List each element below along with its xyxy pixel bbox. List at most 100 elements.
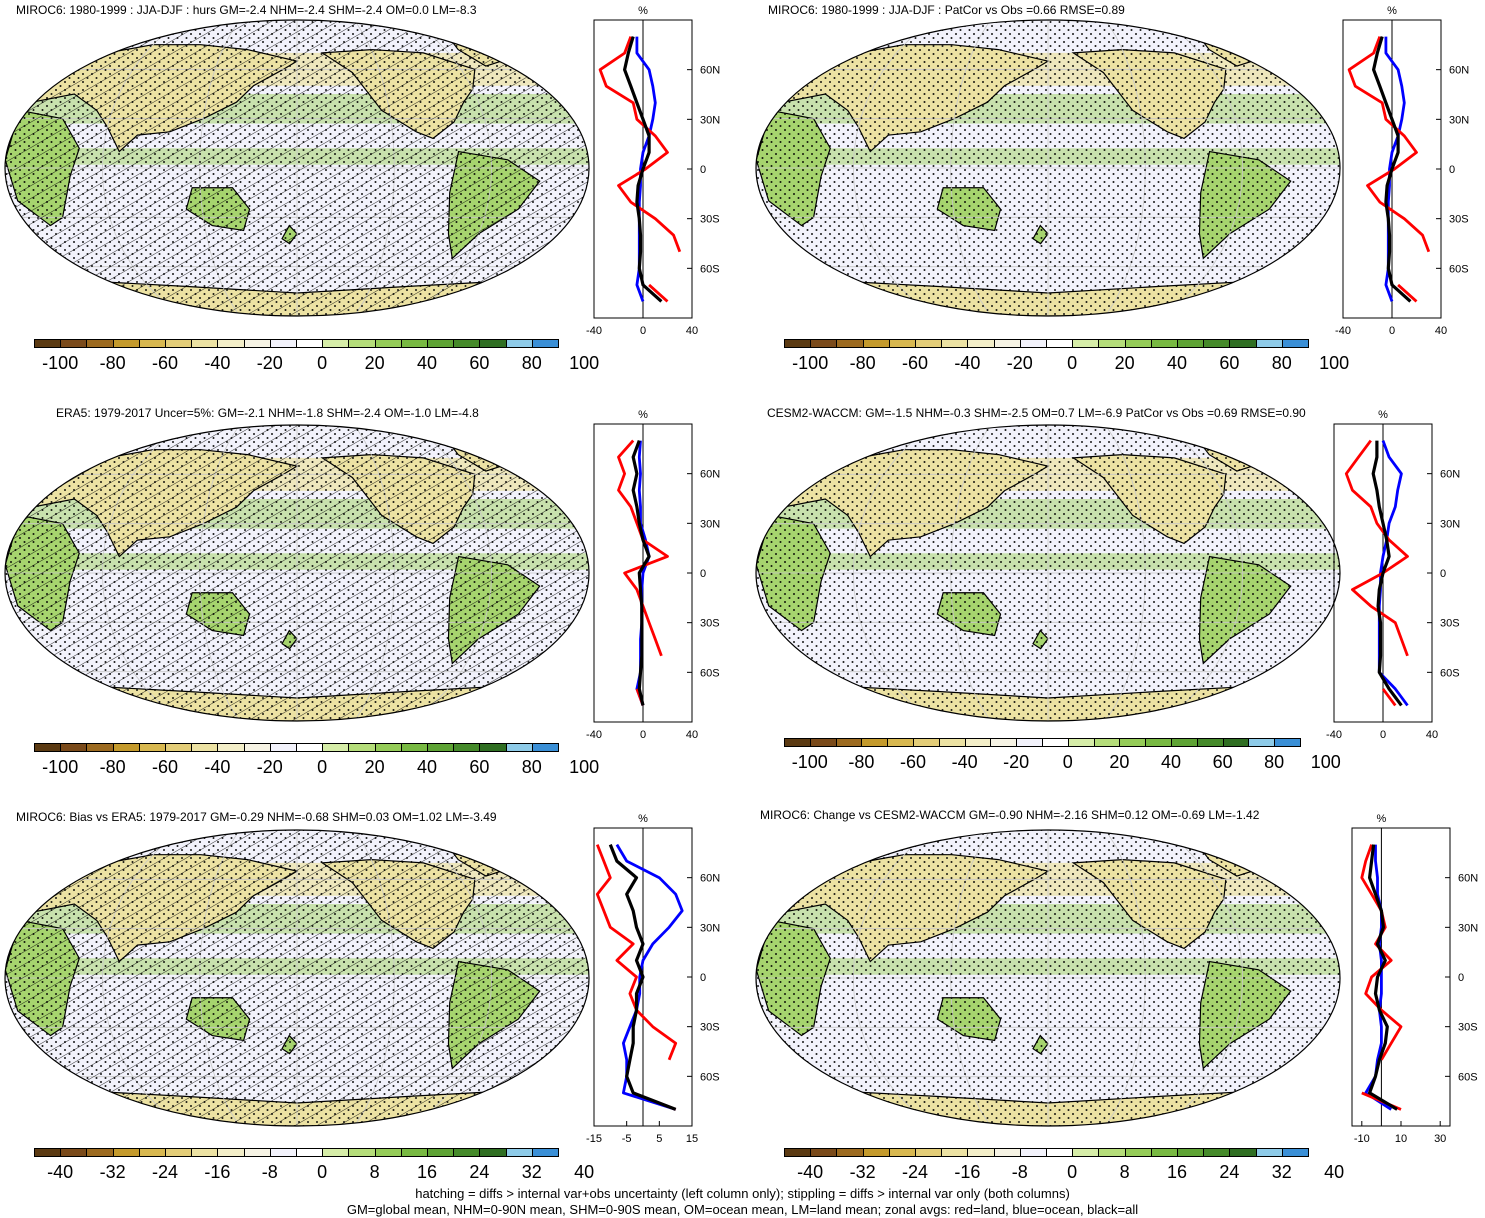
x-tick-label: -40 (586, 325, 602, 337)
colorbar-label: -80 (99, 353, 126, 373)
colorbar-label: 32 (521, 1162, 542, 1182)
colorbar-label: 40 (1166, 353, 1188, 373)
colorbar-label: -60 (151, 757, 179, 777)
y-tick-label: 0 (1458, 972, 1464, 984)
colorbar-swatch (1098, 1148, 1126, 1157)
y-tick-label: 30S (1449, 214, 1469, 226)
colorbar-swatch (1072, 1148, 1100, 1157)
colorbar-label: -40 (204, 757, 231, 777)
colorbar-label: 100 (569, 353, 600, 373)
colorbar-swatch (1281, 339, 1309, 348)
hatching (5, 425, 589, 721)
colorbar-swatch (531, 743, 559, 752)
colorbar-label: 0 (1067, 353, 1078, 373)
colorbar-label: 100 (1310, 752, 1341, 772)
stippling (756, 830, 1340, 1126)
colorbar-swatch (531, 339, 559, 348)
colorbar-label: 0 (317, 1162, 328, 1182)
colorbar-label: 20 (364, 757, 385, 777)
colorbar-label: 60 (469, 757, 490, 777)
colorbar: -100 -80 -60 -40 -20 0 20 40 60 80 100 (784, 339, 1349, 379)
colorbar-label: -8 (1011, 1162, 1028, 1182)
zonal-line-land (598, 36, 682, 303)
colorbar-label: 20 (364, 353, 385, 373)
colorbar-label: -40 (47, 1162, 74, 1182)
y-tick-label: 60N (700, 873, 720, 885)
panel-title: ERA5: 1979-2017 Uncer=5%: GM=-2.1 NHM=-1… (56, 406, 479, 420)
colorbar-label: 80 (521, 353, 542, 373)
colorbar-label: 16 (1166, 1162, 1188, 1182)
colorbar-swatch (784, 1148, 812, 1157)
panel-title: MIROC6: 1980-1999 : JJA-DJF : hurs GM=-2… (16, 3, 477, 17)
x-tick-label: 5 (656, 1133, 662, 1145)
colorbar-swatch (915, 1148, 943, 1157)
y-tick-label: 60S (1440, 667, 1460, 679)
y-tick-label: 60N (700, 469, 720, 481)
y-tick-label: 60S (1449, 263, 1469, 275)
colorbar-label: -16 (204, 1162, 231, 1182)
y-tick-label: 0 (700, 568, 706, 580)
colorbar-label: -60 (151, 353, 179, 373)
map-border (755, 424, 1341, 722)
colorbar-label: 40 (574, 1162, 595, 1182)
colorbar-swatch (836, 1148, 864, 1157)
unit-label: % (1387, 5, 1397, 17)
panel-title: MIROC6: Bias vs ERA5: 1979-2017 GM=-0.29… (16, 810, 497, 824)
colorbar-swatch (1019, 1148, 1047, 1157)
hatching (5, 20, 589, 316)
zonal-line-all (1372, 36, 1412, 303)
colorbar-swatch (1255, 1148, 1283, 1157)
colorbar-label: 40 (1324, 1162, 1345, 1182)
x-tick-label: -15 (586, 1133, 602, 1145)
colorbar-swatch (1150, 1148, 1178, 1157)
y-tick-label: 60S (700, 667, 720, 679)
colorbar-label: -80 (849, 353, 876, 373)
y-tick-label: 30S (700, 214, 720, 226)
panel-title: CESM2-WACCM: GM=-1.5 NHM=-0.3 SHM=-2.5 O… (767, 406, 1306, 420)
zonal-line-all (1368, 844, 1398, 1111)
colorbar-label: 0 (317, 757, 328, 777)
zonal-line-all (1371, 440, 1403, 707)
unit-label: % (638, 813, 648, 825)
colorbar-label: 8 (369, 1162, 380, 1182)
colorbar-label: 40 (416, 353, 438, 373)
y-tick-label: 0 (700, 164, 706, 176)
y-tick-label: 60N (1458, 873, 1478, 885)
colorbar-label: -100 (42, 353, 79, 373)
y-tick-label: 30N (700, 114, 720, 126)
x-tick-label: 40 (1426, 729, 1438, 741)
colorbar-swatch (993, 1148, 1021, 1157)
colorbar-label: 0 (317, 353, 328, 373)
colorbar-swatch (531, 1148, 559, 1157)
x-tick-label: -40 (1335, 325, 1351, 337)
colorbar-label: -32 (99, 1162, 126, 1182)
colorbar: -100 -80 -60 -40 -20 0 20 40 60 80 100 (34, 339, 599, 379)
map-border (4, 424, 590, 722)
colorbar: -100 -80 -60 -40 -20 0 20 40 60 80 100 (784, 738, 1341, 778)
y-tick-label: 30N (1458, 922, 1478, 934)
colorbar-label: 0 (1062, 752, 1073, 772)
colorbar-label: 32 (1271, 1162, 1292, 1182)
colorbar-label: -16 (954, 1162, 981, 1182)
colorbar-swatch (1274, 738, 1301, 747)
zonal-line-all (623, 36, 663, 303)
colorbar-label: 80 (1264, 752, 1285, 772)
y-tick-label: 60N (1449, 65, 1469, 77)
colorbar-label: 24 (1219, 1162, 1240, 1182)
x-tick-label: 40 (686, 729, 698, 741)
x-tick-label: -40 (586, 729, 602, 741)
colorbar-label: -80 (848, 752, 875, 772)
zonal-line-all (631, 440, 651, 706)
colorbar: -100 -80 -60 -40 -20 0 20 40 60 80 100 (34, 743, 599, 783)
stippling (756, 20, 1340, 316)
colorbar-label: -60 (899, 752, 927, 772)
colorbar-label: -60 (901, 353, 929, 373)
x-tick-label: -5 (622, 1133, 632, 1145)
x-tick-label: 0 (1389, 325, 1395, 337)
footer-line-1: hatching = diffs > internal var+obs unce… (415, 1186, 1070, 1201)
colorbar: -40 -32 -24 -16 -8 0 8 16 24 32 40 (784, 1148, 1344, 1188)
x-tick-label: 40 (1435, 325, 1447, 337)
